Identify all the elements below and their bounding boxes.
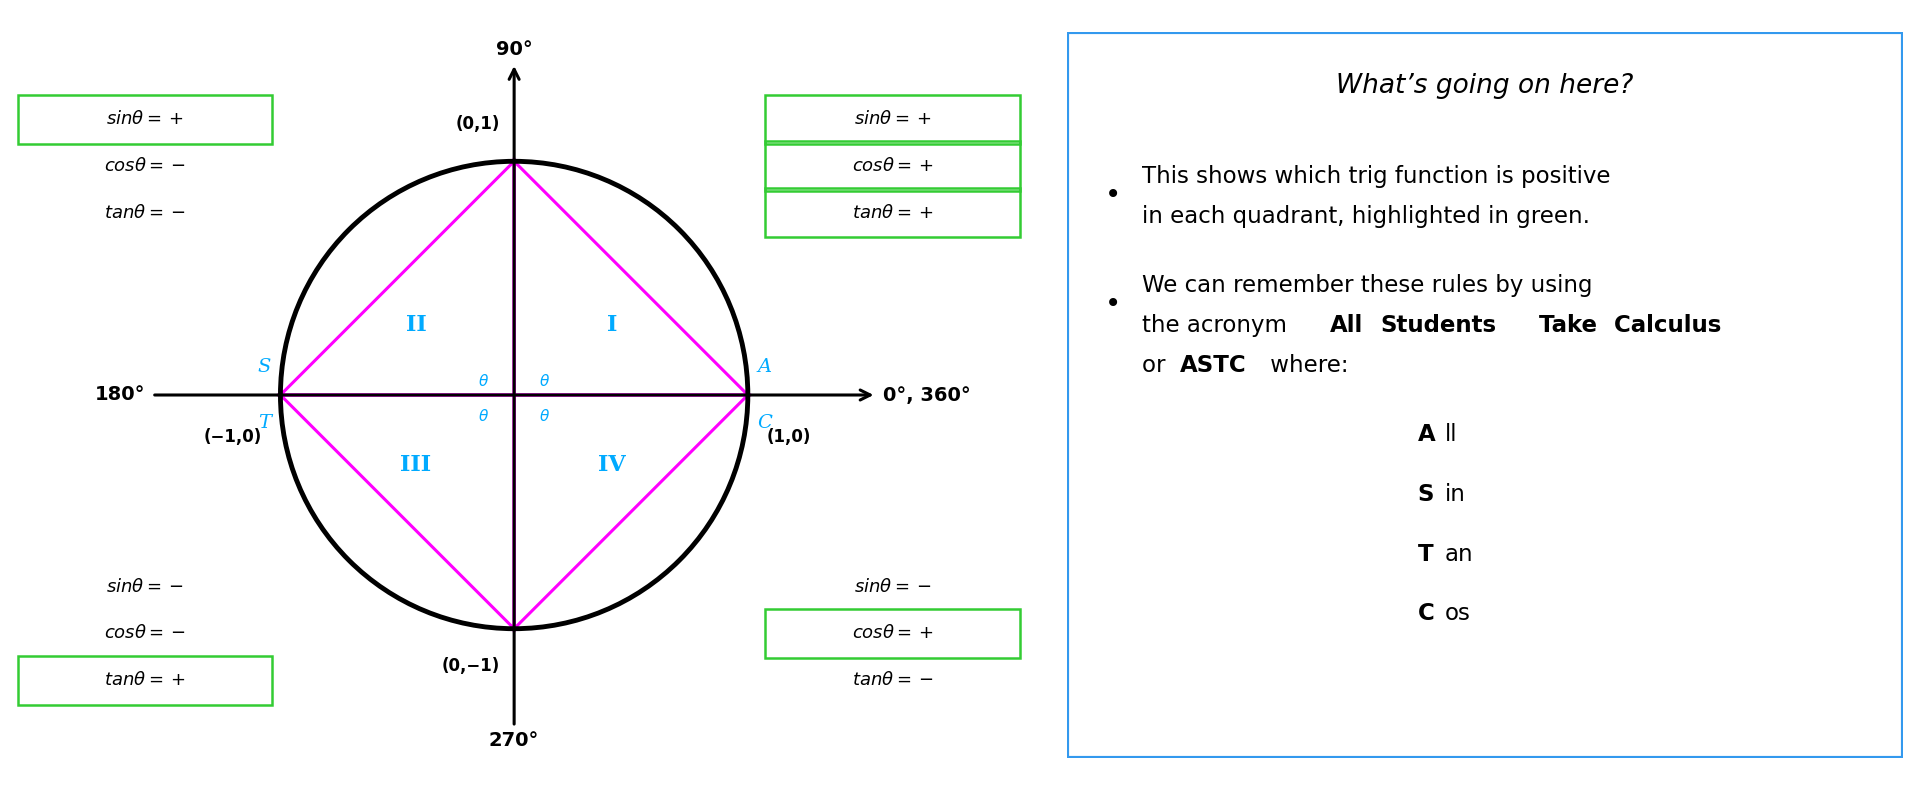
Text: ll: ll xyxy=(1445,423,1457,446)
Text: os: os xyxy=(1445,602,1470,625)
Text: IV: IV xyxy=(598,454,627,476)
Text: S: S xyxy=(258,358,271,376)
Text: •: • xyxy=(1105,181,1121,209)
Text: $tan\theta = +$: $tan\theta = +$ xyxy=(104,672,186,689)
Text: (1,0): (1,0) xyxy=(767,427,811,446)
Text: This shows which trig function is positive: This shows which trig function is positi… xyxy=(1142,165,1611,189)
Text: $\theta$: $\theta$ xyxy=(479,373,490,389)
Text: $sin\theta = -$: $sin\theta = -$ xyxy=(106,577,185,596)
Text: an: an xyxy=(1445,543,1474,566)
Text: $sin\theta = +$: $sin\theta = +$ xyxy=(853,111,932,128)
Text: $cos\theta = -$: $cos\theta = -$ xyxy=(104,624,186,642)
Text: $tan\theta = -$: $tan\theta = -$ xyxy=(851,672,934,689)
Text: $cos\theta = -$: $cos\theta = -$ xyxy=(104,157,186,175)
Text: $sin\theta = +$: $sin\theta = +$ xyxy=(106,111,185,128)
Text: $\theta$: $\theta$ xyxy=(538,373,550,389)
Text: (−1,0): (−1,0) xyxy=(204,427,261,446)
Text: C: C xyxy=(1418,602,1434,625)
Text: 270°: 270° xyxy=(488,732,540,750)
Text: (0,1): (0,1) xyxy=(456,115,500,134)
Text: A: A xyxy=(757,358,771,376)
Text: S: S xyxy=(1418,483,1434,506)
Text: A: A xyxy=(1418,423,1436,446)
Text: I: I xyxy=(607,314,617,336)
Text: We can remember these rules by using: We can remember these rules by using xyxy=(1142,274,1593,298)
Text: $\theta$: $\theta$ xyxy=(538,408,550,424)
Text: $tan\theta = -$: $tan\theta = -$ xyxy=(104,204,186,222)
Text: (0,−1): (0,−1) xyxy=(442,656,500,675)
Text: in each quadrant, highlighted in green.: in each quadrant, highlighted in green. xyxy=(1142,205,1589,228)
Text: 0°, 360°: 0°, 360° xyxy=(884,386,971,404)
Text: $cos\theta = +$: $cos\theta = +$ xyxy=(851,157,934,175)
Text: ASTC: ASTC xyxy=(1180,355,1245,378)
Text: the acronym: the acronym xyxy=(1142,314,1294,337)
Text: Calculus: Calculus xyxy=(1607,314,1722,337)
Text: Students: Students xyxy=(1380,314,1497,337)
FancyBboxPatch shape xyxy=(1067,32,1903,758)
Text: $sin\theta = -$: $sin\theta = -$ xyxy=(853,577,932,596)
Text: II: II xyxy=(406,314,427,336)
Text: 180°: 180° xyxy=(94,386,144,404)
Text: C: C xyxy=(757,414,773,432)
Text: T: T xyxy=(1418,543,1434,566)
Text: or: or xyxy=(1142,355,1172,378)
Text: 90°: 90° xyxy=(496,40,532,58)
Text: where:: where: xyxy=(1263,355,1349,378)
Text: $\theta$: $\theta$ xyxy=(479,408,490,424)
Text: Take: Take xyxy=(1530,314,1597,337)
Text: $cos\theta = +$: $cos\theta = +$ xyxy=(851,624,934,642)
Text: T: T xyxy=(258,414,271,432)
Text: III: III xyxy=(400,454,432,476)
Text: in: in xyxy=(1445,483,1465,506)
Text: What’s going on here?: What’s going on here? xyxy=(1336,73,1634,99)
Text: All: All xyxy=(1330,314,1363,337)
Text: •: • xyxy=(1105,290,1121,318)
Text: $tan\theta = +$: $tan\theta = +$ xyxy=(851,204,934,222)
